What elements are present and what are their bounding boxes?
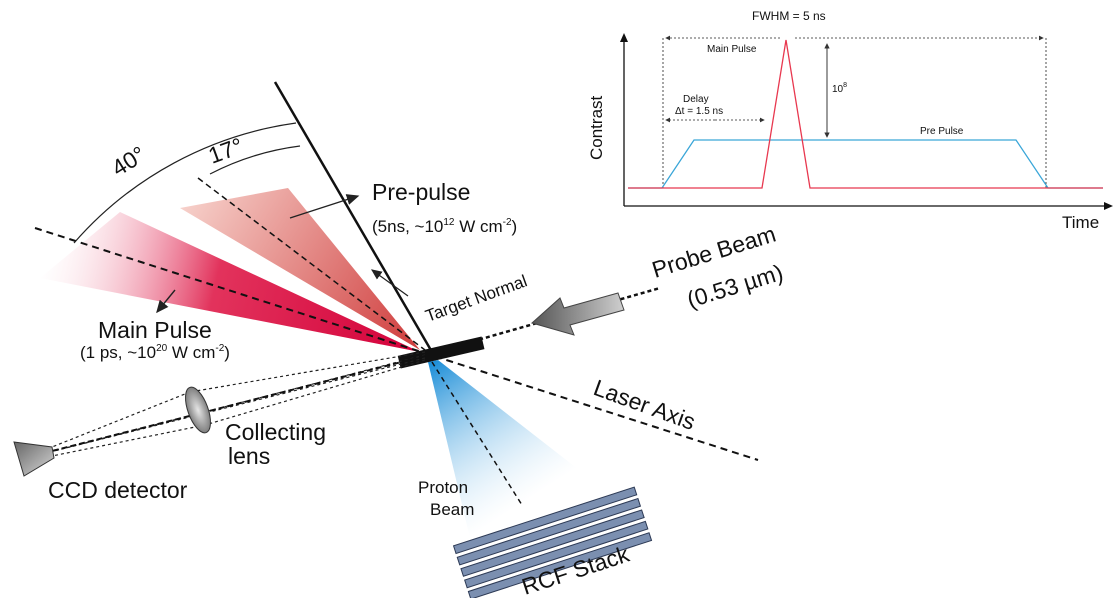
collecting-lens-label: Collecting [225, 419, 326, 445]
probe-beam-arrow [532, 293, 624, 335]
angle-40-label: 40° [107, 141, 150, 181]
collection-ray-upper-2 [52, 392, 190, 447]
prepulse-title: Pre-pulse [372, 179, 470, 205]
fwhm-label: FWHM = 5 ns [752, 9, 826, 23]
collection-ray-lower-2 [52, 425, 205, 456]
inset-x-arrow [1104, 202, 1113, 210]
contrast-value: 108 [832, 82, 847, 95]
ccd-detector [14, 442, 54, 476]
inset-pre-pulse-label: Pre Pulse [920, 126, 964, 137]
inset-xlabel: Time [1062, 213, 1099, 232]
inset-y-arrow [620, 33, 628, 42]
delay-label: Delay [683, 94, 709, 105]
prepulse-params: (5ns, ~1012 W cm-2) [372, 217, 517, 236]
angle-17-label: 17° [205, 132, 247, 168]
target-normal-pointer [372, 270, 408, 296]
pre-pulse-curve [628, 140, 1103, 188]
delay-value: Δt = 1.5 ns [675, 106, 723, 117]
target-normal-label: Target Normal [423, 271, 530, 325]
inset-main-pulse-label: Main Pulse [707, 44, 757, 55]
collecting-lens-label-2: lens [228, 443, 270, 469]
main-pulse-params: (1 ps, ~1020 W cm-2) [80, 343, 230, 362]
ccd-detector-label: CCD detector [48, 477, 188, 503]
inset-ylabel: Contrast [587, 95, 606, 160]
proton-beam-label: Proton [418, 478, 468, 497]
collection-ray-lower [205, 360, 425, 425]
laser-axis-label: Laser Axis [590, 374, 699, 435]
main-pulse-title: Main Pulse [98, 317, 212, 343]
pulse-inset: FWHM = 5 ns Contrast Time Main Pulse 108… [587, 9, 1113, 232]
proton-beam-label-2: Beam [430, 500, 474, 519]
